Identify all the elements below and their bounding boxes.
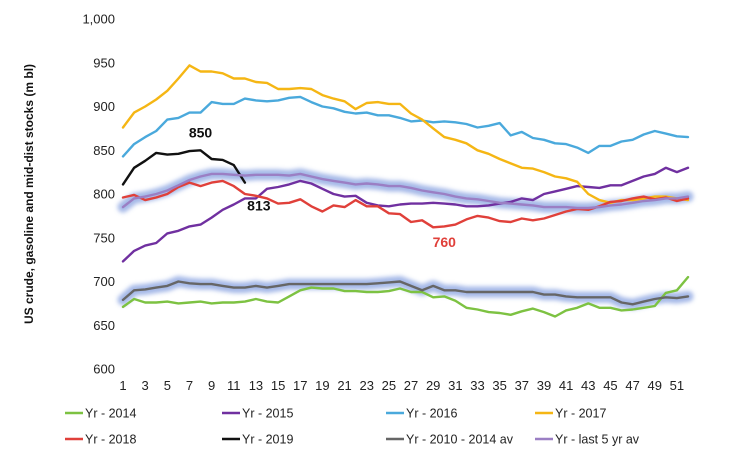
x-tick-label: 35 — [492, 378, 506, 393]
x-tick-label: 39 — [537, 378, 551, 393]
x-tick-label: 3 — [142, 378, 149, 393]
x-tick-label: 27 — [404, 378, 418, 393]
y-axis-label: US crude, gasoline and mid-dist stocks (… — [22, 64, 36, 324]
legend-label-yr-last-5-yr-av: Yr - last 5 yr av — [555, 433, 640, 447]
annotation-850: 850 — [189, 124, 213, 140]
y-tick-label: 750 — [93, 230, 115, 245]
series-lines — [121, 64, 690, 318]
legend: Yr - 2014 Yr - 2015 Yr - 2016 Yr - 2017 Yr -… — [65, 407, 640, 447]
y-tick-label: 650 — [93, 318, 115, 333]
x-tick-label: 17 — [293, 378, 307, 393]
y-tick-label: 1,000 — [82, 12, 115, 27]
x-tick-label: 29 — [426, 378, 440, 393]
x-tick-label: 41 — [559, 378, 573, 393]
annotation-813: 813 — [247, 198, 271, 214]
x-tick-label: 19 — [315, 378, 329, 393]
legend-label-yr-2016: Yr - 2016 — [406, 407, 457, 421]
x-tick-label: 15 — [271, 378, 285, 393]
y-tick-label: 700 — [93, 274, 115, 289]
legend-label-yr-2018: Yr - 2018 — [85, 433, 136, 447]
y-tick-label: 850 — [93, 143, 115, 158]
x-tick-label: 43 — [581, 378, 595, 393]
series-line-yr-2017 — [121, 64, 690, 204]
legend-label-yr-2014: Yr - 2014 — [85, 407, 136, 421]
legend-label-yr-2017: Yr - 2017 — [555, 407, 606, 421]
series-line-yr-last-5-yr-av — [121, 172, 690, 210]
x-tick-label: 37 — [515, 378, 529, 393]
x-tick-label: 31 — [448, 378, 462, 393]
series-line-yr-2010-2014-av — [121, 280, 690, 306]
series-line-yr-2015 — [121, 166, 690, 263]
x-tick-label: 21 — [337, 378, 351, 393]
x-tick-label: 33 — [470, 378, 484, 393]
x-tick-label: 9 — [208, 378, 215, 393]
y-tick-label: 600 — [93, 362, 115, 377]
y-tick-label: 900 — [93, 99, 115, 114]
x-tick-label: 11 — [227, 378, 241, 393]
series-line-yr-2016 — [121, 95, 690, 158]
x-tick-label: 7 — [186, 378, 193, 393]
x-tick-label: 25 — [382, 378, 396, 393]
x-tick-label: 45 — [603, 378, 617, 393]
y-tick-label: 950 — [93, 55, 115, 70]
x-tick-label: 5 — [164, 378, 171, 393]
x-tick-label: 23 — [359, 378, 373, 393]
x-tick-label: 49 — [648, 378, 662, 393]
annotation-760: 760 — [433, 234, 457, 250]
y-tick-label: 800 — [93, 187, 115, 202]
legend-label-yr-2010-2014-av: Yr - 2010 - 2014 av — [406, 433, 514, 447]
x-tick-label: 51 — [670, 378, 684, 393]
series-line-yr-2019 — [121, 149, 247, 186]
x-tick-label: 1 — [119, 378, 126, 393]
legend-label-yr-2015: Yr - 2015 — [242, 407, 293, 421]
series-line-yr-2014 — [121, 275, 690, 318]
x-tick-label: 47 — [625, 378, 639, 393]
x-tick-label: 13 — [249, 378, 263, 393]
annotations: 850 813 760 — [189, 124, 456, 250]
legend-label-yr-2019: Yr - 2019 — [242, 433, 293, 447]
